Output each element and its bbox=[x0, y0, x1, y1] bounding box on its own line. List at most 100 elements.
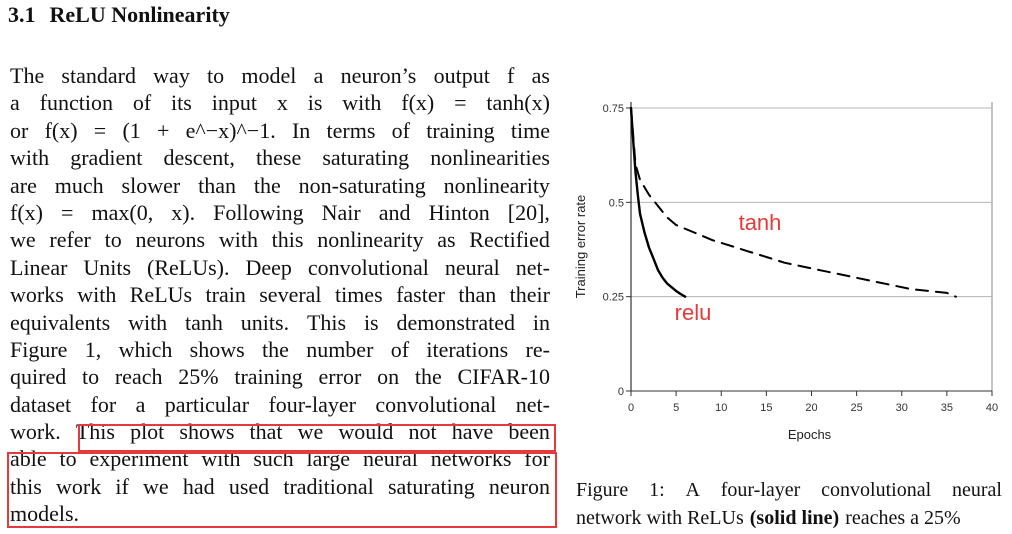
paragraph-word: their bbox=[509, 282, 550, 308]
paragraph-word: had bbox=[182, 473, 215, 499]
paragraph-word: of bbox=[391, 117, 410, 143]
paragraph-word: This bbox=[75, 419, 115, 445]
y-tick-label: 0 bbox=[618, 386, 624, 398]
paragraph-line: works with ReLUs train several times faster tha… bbox=[10, 281, 550, 308]
paragraph-line: quired to reach 25% training error on the CIFAR-… bbox=[10, 363, 550, 390]
series-line-relu bbox=[629, 106, 687, 298]
training-error-chart: 0 0.25 0.5 0.75 0 5 10 15 20 25 30 35 40 Epochs Traini… bbox=[573, 102, 998, 442]
paragraph-word: if bbox=[115, 473, 129, 499]
paragraph-word: f(x) bbox=[401, 90, 435, 116]
paragraph-word: is bbox=[363, 309, 379, 335]
paragraph-word: Linear bbox=[10, 254, 68, 280]
x-tick-label: 15 bbox=[760, 402, 772, 414]
x-tick-label: 40 bbox=[986, 402, 998, 414]
paragraph-word: of bbox=[132, 90, 152, 116]
paragraph-word: f(x) bbox=[44, 117, 78, 143]
caption-word: convolutional bbox=[821, 479, 932, 501]
series-label-relu: relu bbox=[675, 300, 712, 325]
y-tick-label: 0.25 bbox=[603, 292, 624, 304]
paragraph-word: shows bbox=[179, 419, 235, 445]
paragraph-line: work. This plot shows that we would not have been bbox=[10, 418, 550, 445]
paragraph-word: dataset bbox=[10, 391, 72, 417]
caption-word: neural bbox=[952, 479, 1002, 501]
x-tick-label: 10 bbox=[715, 402, 727, 414]
paragraph-word: 25% bbox=[178, 364, 219, 390]
paragraph-word: for bbox=[90, 391, 117, 417]
paragraph-word: than bbox=[458, 282, 497, 308]
paragraph-word: descent, bbox=[163, 145, 235, 171]
paragraph-word: refer bbox=[49, 227, 91, 253]
paragraph-word: slower bbox=[121, 172, 181, 198]
paragraph-word: much bbox=[54, 172, 104, 198]
paragraph-word: nonlinearities bbox=[430, 145, 550, 171]
section-number: 3.1 bbox=[8, 2, 36, 27]
paragraph-word: particular bbox=[164, 391, 250, 417]
paragraph-word: [20], bbox=[507, 199, 550, 225]
paragraph-word: the bbox=[261, 336, 289, 362]
paragraph-word: e^−x)^−1. bbox=[185, 117, 276, 143]
highlight-box bbox=[78, 424, 556, 452]
paragraph-word: + bbox=[157, 117, 170, 143]
paragraph-word: = bbox=[454, 90, 467, 116]
paragraph-word: model bbox=[241, 63, 297, 88]
paragraph-word: with bbox=[342, 90, 382, 116]
paragraph-word: convolutional bbox=[375, 391, 497, 417]
paragraph-word: four-layer bbox=[268, 391, 356, 417]
paragraph-word: The bbox=[10, 63, 45, 88]
paragraph-word: in bbox=[532, 309, 550, 335]
paragraph-word: this bbox=[271, 227, 304, 253]
paragraph-word: terms bbox=[326, 117, 376, 143]
paragraph-word: tanh(x) bbox=[486, 90, 550, 116]
paragraph-word: output bbox=[433, 63, 490, 88]
paragraph-word: times bbox=[334, 282, 383, 308]
paragraph-word: non-saturating bbox=[298, 172, 426, 198]
paragraph-word: we bbox=[143, 473, 169, 499]
paragraph-word: (ReLUs). bbox=[147, 254, 230, 280]
caption-bold: (solid line) bbox=[749, 507, 840, 529]
paragraph-line: a function of its input x is with f(x) = tanh(x) bbox=[10, 89, 550, 116]
paragraph-word: with bbox=[218, 227, 258, 253]
paragraph-word: several bbox=[259, 282, 322, 308]
paragraph-word: Hinton bbox=[428, 199, 490, 225]
y-axis-title: Training error rate bbox=[573, 195, 588, 299]
paragraph-word: neural bbox=[444, 254, 500, 280]
series-label-tanh: tanh bbox=[739, 210, 782, 235]
paragraph-word: traditional bbox=[283, 473, 374, 499]
paragraph-word: of bbox=[390, 336, 410, 362]
paragraph-word: demonstrated bbox=[396, 309, 516, 335]
paragraph-word: saturating bbox=[322, 145, 410, 171]
paragraph-word: ReLUs bbox=[129, 282, 193, 308]
paragraph-word: which bbox=[118, 336, 173, 362]
paragraph-word: these bbox=[256, 145, 302, 171]
paragraph-line: are much slower than the non-saturating nonlin… bbox=[10, 172, 550, 199]
paragraph-word: training bbox=[234, 364, 303, 390]
paragraph-word: shows bbox=[189, 336, 245, 362]
paragraph-word: are bbox=[10, 172, 37, 198]
highlight-box bbox=[7, 452, 557, 528]
caption-word: A bbox=[685, 479, 700, 501]
paragraph-word: the bbox=[253, 172, 281, 198]
paragraph-word: neurons bbox=[135, 227, 206, 253]
paragraph-word: a bbox=[313, 63, 324, 88]
paragraph-line: f(x) = max(0, x). Following Nair and Hinton [20]… bbox=[10, 199, 550, 226]
paragraph-word: have bbox=[451, 419, 494, 445]
section-title: ReLU Nonlinearity bbox=[49, 2, 230, 27]
paragraph-line: or f(x) = (1 + e^−x)^−1. In terms of training time bbox=[10, 117, 550, 144]
paragraph-word: we bbox=[10, 227, 36, 253]
x-tick-label: 20 bbox=[805, 402, 817, 414]
paragraph-word: or bbox=[10, 117, 29, 143]
paragraph-word: to bbox=[207, 63, 225, 88]
paragraph-word: neuron bbox=[488, 473, 550, 499]
paragraph-word: to bbox=[104, 227, 122, 253]
paragraph-word: with bbox=[77, 282, 117, 308]
paragraph-word: a bbox=[10, 90, 20, 116]
paragraph-word: input bbox=[211, 90, 257, 116]
paragraph-word: training bbox=[426, 117, 495, 143]
paragraph-word: able bbox=[10, 446, 47, 472]
paragraph-word: Figure bbox=[10, 336, 68, 362]
paragraph-word: works bbox=[10, 282, 64, 308]
paragraph-word: the bbox=[414, 364, 442, 390]
caption-text: reaches a 25% bbox=[845, 507, 961, 529]
